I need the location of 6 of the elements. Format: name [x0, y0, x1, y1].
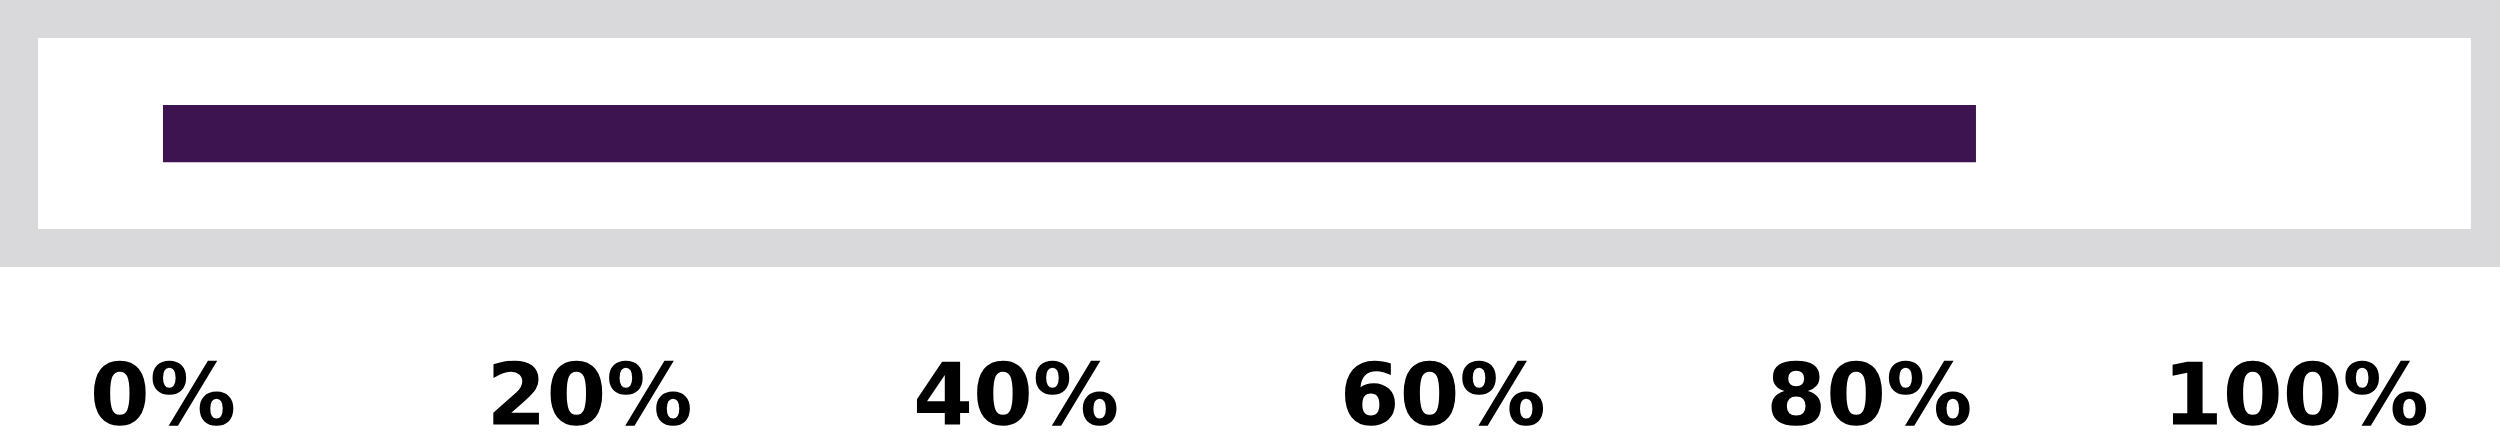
x-tick-label: 100%	[2172, 360, 2427, 426]
x-tick-label: 60%	[1345, 360, 1544, 426]
x-tick-label: 20%	[493, 360, 690, 426]
x-tick-label: 40%	[916, 360, 1117, 426]
x-tick-label: 80%	[1771, 360, 1970, 426]
x-tick-label: 0%	[93, 360, 234, 426]
